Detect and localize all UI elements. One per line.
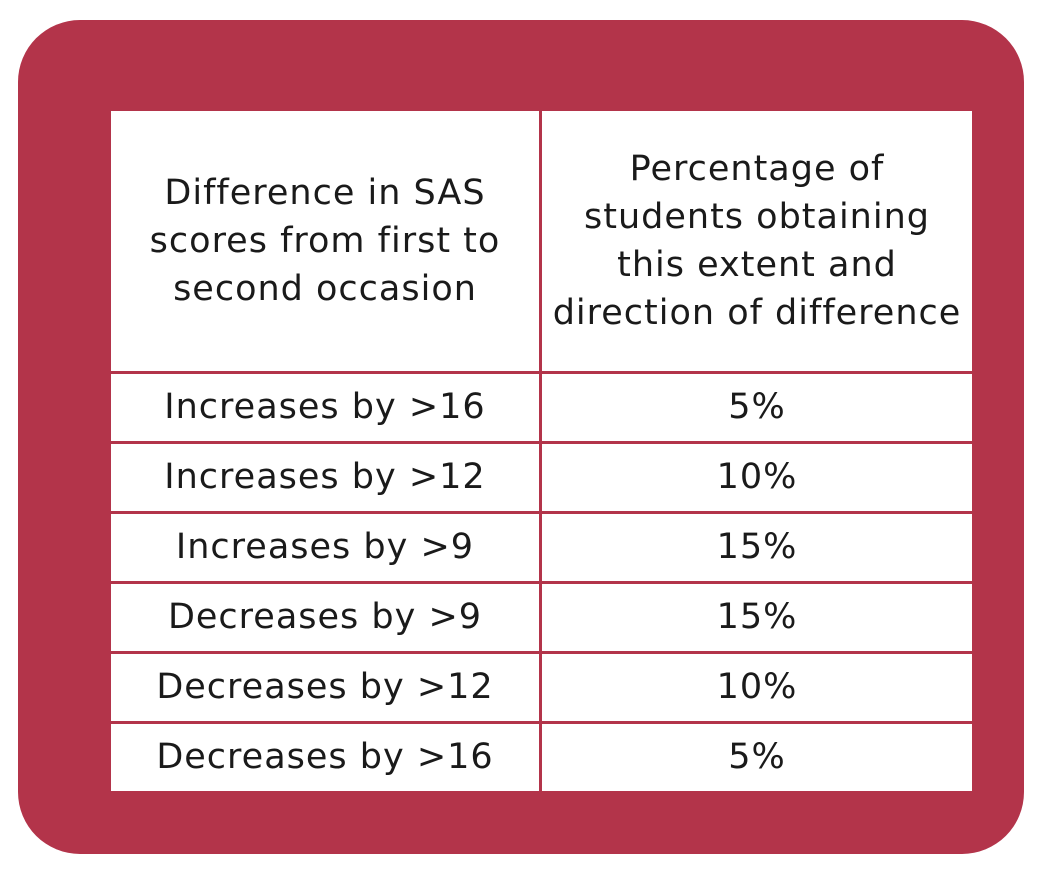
percentage-cell: 15%	[539, 511, 975, 584]
table-row: Decreases by >12 10%	[108, 651, 975, 724]
percentage-cell: 10%	[539, 651, 975, 724]
table-frame: Difference in SAS scores from first to s…	[18, 20, 1024, 854]
column-header-difference: Difference in SAS scores from first to s…	[108, 108, 542, 374]
difference-cell: Increases by >16	[108, 371, 542, 444]
table-row: Decreases by >16 5%	[108, 721, 975, 794]
difference-cell: Decreases by >12	[108, 651, 542, 724]
table-row: Increases by >9 15%	[108, 511, 975, 584]
difference-cell: Increases by >9	[108, 511, 542, 584]
header-row: Difference in SAS scores from first to s…	[108, 108, 975, 374]
percentage-cell: 5%	[539, 721, 975, 794]
table-row: Increases by >16 5%	[108, 371, 975, 444]
difference-cell: Increases by >12	[108, 441, 542, 514]
difference-cell: Decreases by >16	[108, 721, 542, 794]
sas-difference-table: Difference in SAS scores from first to s…	[108, 108, 975, 794]
difference-cell: Decreases by >9	[108, 581, 542, 654]
table-row: Increases by >12 10%	[108, 441, 975, 514]
column-header-percentage: Percentage of students obtaining this ex…	[539, 108, 975, 374]
percentage-cell: 15%	[539, 581, 975, 654]
table-row: Decreases by >9 15%	[108, 581, 975, 654]
percentage-cell: 5%	[539, 371, 975, 444]
percentage-cell: 10%	[539, 441, 975, 514]
